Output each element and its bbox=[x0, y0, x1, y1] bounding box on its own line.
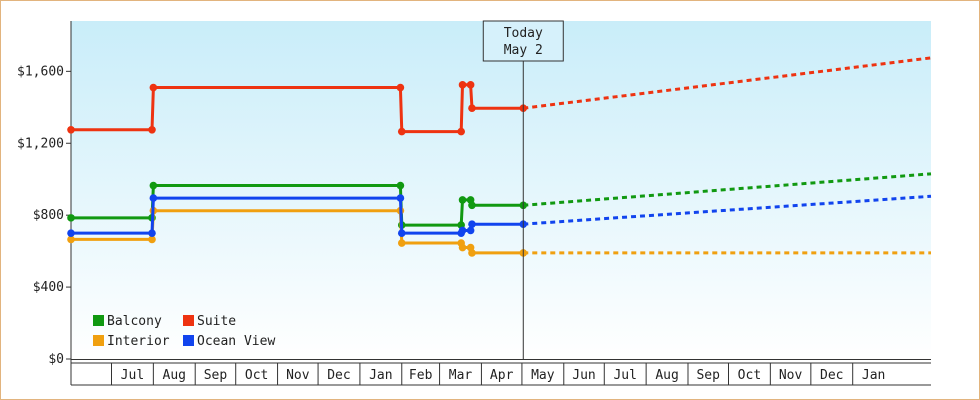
month-label: Nov bbox=[286, 368, 310, 383]
legend-swatch-balcony bbox=[93, 315, 104, 326]
x-axis: Jul Aug Sep Oct Nov Dec Jan Feb Mar Apr May Jun Jul A… bbox=[71, 359, 931, 386]
month-label: May bbox=[531, 368, 555, 383]
month-label: Oct bbox=[245, 368, 268, 383]
month-label: Dec bbox=[820, 368, 843, 383]
data-point-interior bbox=[458, 243, 467, 252]
month-label: Sep bbox=[204, 368, 228, 383]
data-point-ocean-view bbox=[149, 194, 158, 202]
data-point-suite bbox=[149, 83, 158, 92]
legend-label-suite: Suite bbox=[197, 314, 236, 329]
month-label: Feb bbox=[409, 368, 433, 383]
today-marker: Today May 2 bbox=[482, 20, 564, 359]
data-point-balcony bbox=[458, 196, 467, 204]
data-point-ocean-view bbox=[397, 229, 406, 237]
forecast-line-suite bbox=[523, 56, 932, 110]
y-tick-label: $1,200 bbox=[17, 136, 64, 151]
month-label: Sep bbox=[696, 368, 720, 383]
series-suite bbox=[67, 56, 932, 136]
data-point-balcony bbox=[67, 214, 75, 222]
month-label: Jun bbox=[572, 368, 595, 383]
legend: Balcony Suite Interior Ocean View bbox=[93, 314, 275, 349]
data-point-balcony bbox=[468, 201, 476, 210]
data-point-ocean-view bbox=[396, 194, 405, 202]
plot-area bbox=[71, 21, 931, 359]
data-point-interior bbox=[148, 235, 156, 244]
y-tick-label: $800 bbox=[33, 208, 64, 223]
month-label: Jul bbox=[613, 368, 636, 383]
legend-swatch-ocean-view bbox=[183, 335, 194, 346]
today-box bbox=[482, 20, 564, 62]
data-point-ocean-view bbox=[458, 226, 467, 235]
month-label: Jul bbox=[121, 368, 144, 383]
month-label: Jan bbox=[369, 368, 392, 383]
data-point-suite bbox=[397, 127, 406, 136]
data-point-ocean-view bbox=[468, 220, 476, 228]
today-label: Today bbox=[504, 26, 543, 41]
y-tick-label: $400 bbox=[33, 280, 64, 295]
legend-label-balcony: Balcony bbox=[107, 314, 162, 329]
y-axis: $0 $400 $800 $1,200 $1,600 bbox=[17, 21, 72, 385]
legend-swatch-interior bbox=[93, 335, 104, 346]
data-point-interior bbox=[67, 235, 75, 244]
data-point-interior bbox=[397, 239, 406, 247]
data-point-suite bbox=[458, 81, 467, 89]
series-layer bbox=[67, 56, 932, 257]
data-point-balcony bbox=[149, 181, 158, 190]
data-point-ocean-view bbox=[466, 226, 475, 235]
month-label: Mar bbox=[449, 368, 473, 383]
data-point-interior bbox=[468, 249, 476, 257]
data-point-suite bbox=[148, 125, 156, 134]
legend-label-interior: Interior bbox=[107, 334, 170, 349]
series-ocean-view bbox=[67, 194, 932, 237]
series-line-suite bbox=[71, 83, 524, 134]
data-point-suite bbox=[457, 127, 465, 136]
data-point-suite bbox=[466, 81, 475, 89]
month-label: Aug bbox=[655, 368, 678, 383]
legend-label-ocean-view: Ocean View bbox=[197, 334, 275, 349]
month-label: Aug bbox=[163, 368, 186, 383]
legend-swatch-suite bbox=[183, 315, 194, 326]
month-label: Jan bbox=[862, 368, 885, 383]
data-point-ocean-view bbox=[67, 229, 75, 237]
y-tick-label: $1,600 bbox=[17, 64, 64, 79]
data-point-suite bbox=[396, 83, 405, 92]
y-tick-label: $0 bbox=[48, 352, 64, 367]
data-point-suite bbox=[67, 125, 75, 134]
data-point-balcony bbox=[396, 181, 405, 190]
month-label: Dec bbox=[327, 368, 350, 383]
data-point-suite bbox=[468, 104, 476, 112]
today-date: May 2 bbox=[504, 43, 543, 58]
month-label: Nov bbox=[779, 368, 803, 383]
data-point-ocean-view bbox=[148, 229, 156, 237]
month-label: Oct bbox=[738, 368, 761, 383]
month-label: Apr bbox=[490, 368, 514, 383]
